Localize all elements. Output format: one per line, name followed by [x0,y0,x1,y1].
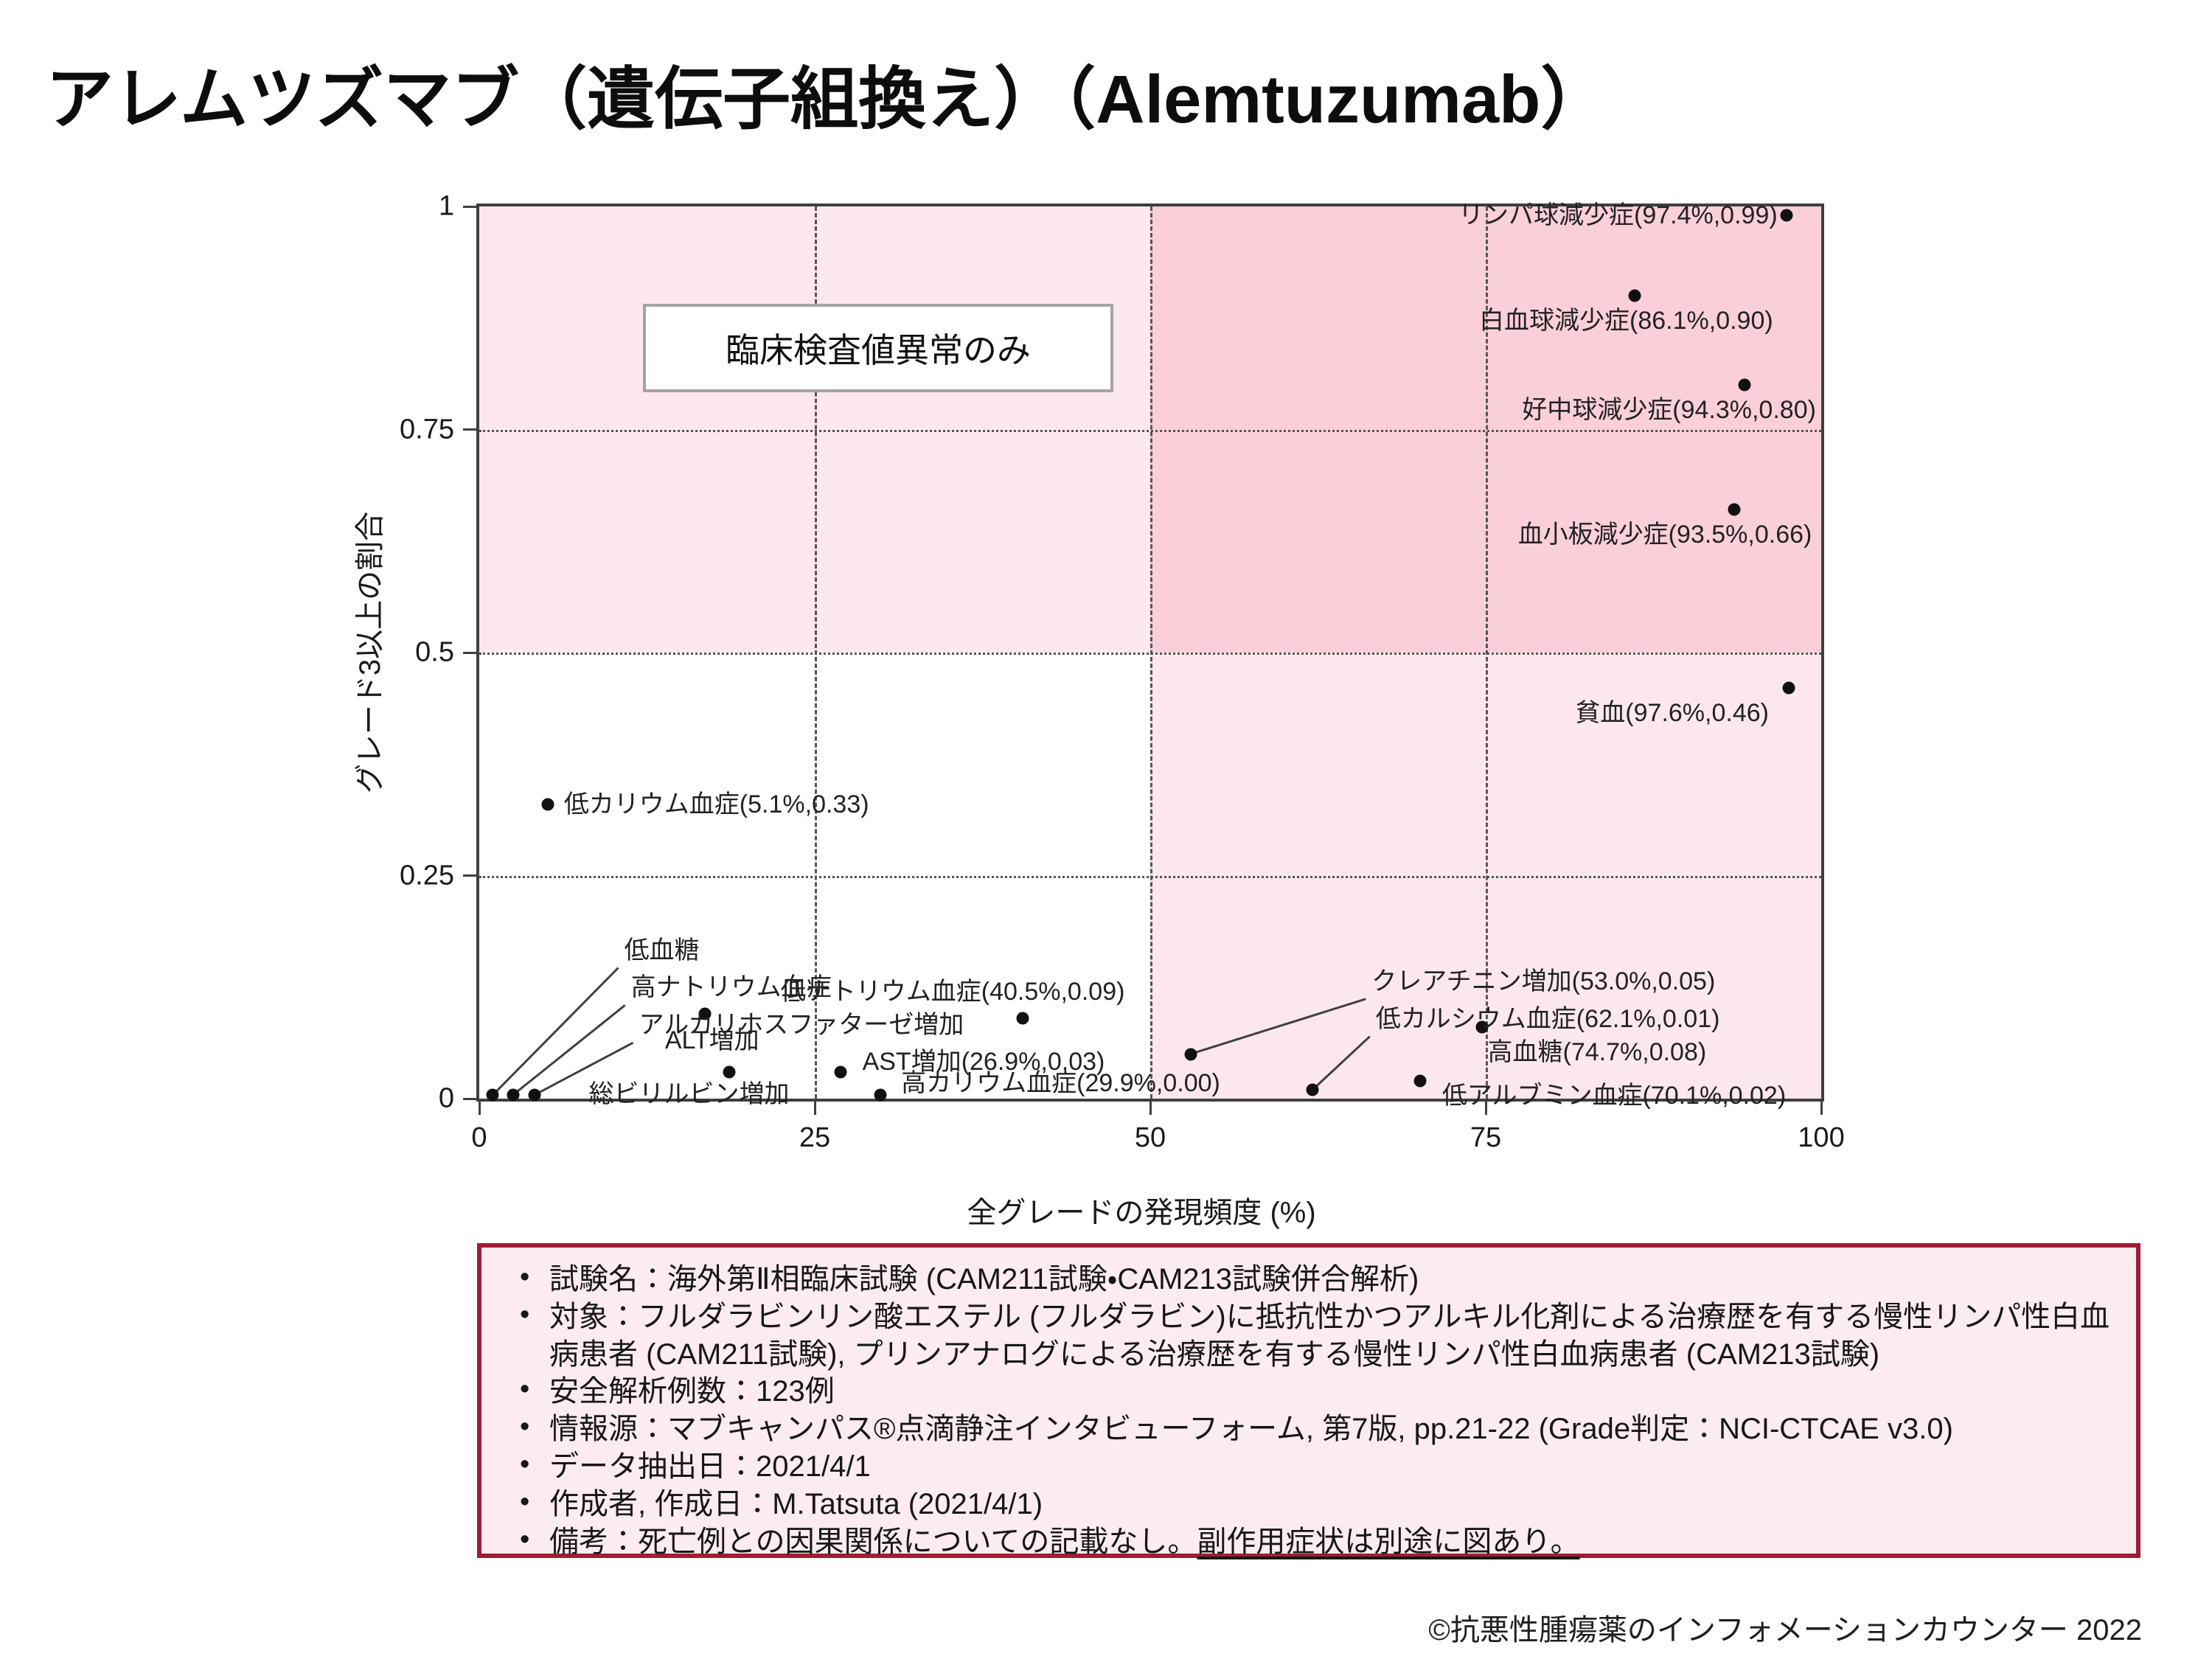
leader-line-低カルシウム血症 [1312,1035,1371,1091]
info-item: 安全解析例数：123例 [511,1371,2114,1411]
data-point-label-血小板減少症: 血小板減少症(93.5%,0.66) [1517,521,1812,549]
data-point-白血球減少症 [1628,289,1641,302]
x-tick-mark [1149,1099,1152,1115]
info-item-text: 安全解析例数：123例 [549,1375,835,1408]
x-tick-label: 100 [1798,1122,1845,1153]
data-point-総ビリルビン増加 [723,1065,736,1079]
data-point-低カリウム血症 [541,798,554,811]
data-point-ALT増加 [698,1007,712,1020]
y-tick-mark [463,1097,479,1100]
leader-line-クレアチニン増加 [1190,998,1366,1055]
info-list: 試験名：海外第Ⅱ相臨床試験 (CAM211試験・CAM213試験併合解析) 対象：… [511,1259,2114,1561]
y-tick-label: 1 [438,190,454,222]
gridline-y-0.25 [479,875,1821,878]
gridline-x-75 [1486,206,1488,1099]
info-item-text: 情報源：マブキャンパス®点滴静注インタビューフォーム, 第7版, pp.21-2… [549,1413,1953,1446]
gridline-y-0.75 [479,429,1821,432]
data-point-label-低血糖: 低血糖 [624,936,700,964]
data-point-label-高カリウム血症: 高カリウム血症(29.9%,0.00) [901,1069,1220,1098]
info-item-text: 試験名：海外第Ⅱ相臨床試験 (CAM211試験・CAM213試験併合解析) [549,1263,1419,1295]
y-tick-label: 0.75 [400,414,454,445]
info-item-text: 対象：フルダラビンリン酸エステル (フルダラビン)に抵抗性かつアルキル化剤による… [549,1300,2110,1371]
gridline-x-50 [1150,206,1152,1099]
data-point-label-貧血: 貧血(97.6%,0.46) [1575,699,1769,728]
info-item-text: 備考：死亡例との因果関係についての記載なし。 [549,1525,1197,1558]
data-point-クレアチニン増加 [1184,1048,1197,1060]
data-point-label-低カルシウム血症: 低カルシウム血症(62.1%,0.01) [1375,1004,1720,1033]
x-tick-label: 25 [799,1122,831,1153]
data-point-label-高血糖: 高血糖(74.7%,0.08) [1487,1038,1707,1067]
x-tick-mark [1484,1099,1487,1115]
gridline-y-0.5 [479,653,1821,655]
y-tick-label: 0.25 [400,860,454,891]
leader-line-アルカリホスファターゼ増加 [533,1041,634,1096]
data-point-label-リンパ球減少症: リンパ球減少症(97.4%,0.99) [1458,201,1778,230]
data-point-label-低カリウム血症: 低カリウム血症(5.1%,0.33) [563,790,869,818]
leader-line-低血糖 [492,967,619,1096]
x-tick-label: 75 [1470,1122,1502,1153]
data-point-低血糖 [486,1088,499,1102]
x-tick-mark [1820,1099,1823,1115]
x-tick-mark [813,1099,816,1115]
data-point-AST増加 [834,1065,847,1079]
data-point-高カリウム血症 [874,1088,887,1102]
annotation-box: 臨床検査値異常のみ [643,304,1113,392]
y-axis-title: グレード3以上の割合 [354,511,386,794]
leader-line-高ナトリウム血症 [512,1004,626,1096]
data-point-label-低ナトリウム血症: 低ナトリウム血症(40.5%,0.09) [780,977,1125,1006]
data-point-リンパ球減少症 [1780,209,1793,222]
data-point-血小板減少症 [1728,503,1741,516]
plot-border [476,204,1824,1102]
info-item: データ抽出日：2021/4/1 [511,1447,2114,1486]
quadrant-top-left [479,206,1150,653]
data-point-label-クレアチニン増加: クレアチニン増加(53.0%,0.05) [1371,967,1716,995]
data-point-低ナトリウム血症 [1016,1012,1029,1025]
y-tick-mark [463,874,479,877]
info-item: 備考：死亡例との因果関係についての記載なし。副作用症状は別途に図あり。 [511,1522,2114,1561]
data-point-好中球減少症 [1738,378,1751,392]
data-point-label-ALT増加: ALT増加 [664,1026,759,1055]
quadrant-bottom-right [1150,653,1821,1099]
y-tick-mark [463,428,479,431]
x-axis-title: 全グレードの発現頻度 (%) [967,1197,1316,1229]
data-point-低アルブミン血症 [1413,1074,1427,1088]
copyright-footer: ©抗悪性腫瘍薬のインフォメーションカウンター 2022 [1428,1614,2142,1646]
data-point-低カルシウム血症 [1306,1083,1319,1096]
data-point-高血糖 [1475,1020,1489,1034]
x-tick-mark [478,1099,481,1115]
y-tick-mark [463,205,479,208]
x-tick-label: 0 [471,1122,487,1153]
data-point-label-低アルブミン血症: 低アルブミン血症(70.1%,0.02) [1441,1081,1787,1110]
y-tick-mark [463,651,479,654]
data-point-label-好中球減少症: 好中球減少症(94.3%,0.80) [1522,396,1816,424]
y-tick-label: 0.5 [415,636,454,668]
data-point-label-アルカリホスファターゼ増加: アルカリホスファターゼ増加 [639,1011,964,1040]
x-tick-label: 50 [1134,1122,1166,1153]
info-item: 作成者, 作成日：M.Tatsuta (2021/4/1) [511,1484,2114,1523]
info-item: 対象：フルダラビンリン酸エステル (フルダラビン)に抵抗性かつアルキル化剤による… [511,1297,2114,1374]
info-item: 情報源：マブキャンパス®点滴静注インタビューフォーム, 第7版, pp.21-2… [511,1409,2114,1448]
quadrant-top-right [1150,206,1821,653]
gridline-x-25 [815,206,817,1099]
data-point-label-総ビリルビン増加: 総ビリルビン増加 [588,1079,790,1108]
info-item: 試験名：海外第Ⅱ相臨床試験 (CAM211試験・CAM213試験併合解析) [511,1259,2114,1298]
data-point-高ナトリウム血症 [507,1088,519,1102]
info-box: 試験名：海外第Ⅱ相臨床試験 (CAM211試験・CAM213試験併合解析) 対象：… [477,1243,2140,1558]
info-item-text: 作成者, 作成日：M.Tatsuta (2021/4/1) [549,1487,1043,1520]
data-point-label-白血球減少症: 白血球減少症(86.1%,0.90) [1479,307,1773,335]
data-point-label-AST増加: AST増加(26.9%,0.03) [862,1047,1105,1076]
data-point-アルカリホスファターゼ増加 [528,1088,541,1102]
data-point-label-高ナトリウム血症: 高ナトリウム血症 [630,973,832,1002]
y-tick-label: 0 [438,1082,454,1114]
info-item-text: データ抽出日：2021/4/1 [549,1450,871,1483]
info-item-underlined-text: 副作用症状は別途に図あり。 [1197,1525,1580,1558]
data-point-貧血 [1782,681,1795,695]
page-title: アレムツズマブ（遺伝子組換え）（Alemtuzumab） [46,62,1609,137]
